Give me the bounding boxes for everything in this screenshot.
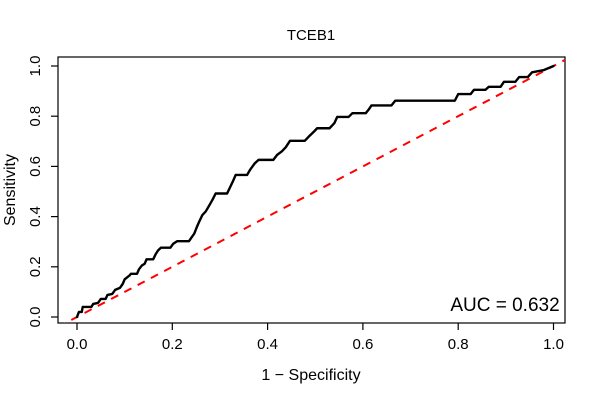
y-tick-label: 0.4 <box>27 206 44 227</box>
x-tick-label: 0.8 <box>448 336 469 353</box>
x-tick-label: 0.6 <box>352 336 373 353</box>
roc-curve-line <box>75 64 555 319</box>
y-tick-label: 0.0 <box>27 307 44 328</box>
auc-annotation: AUC = 0.632 <box>450 295 559 316</box>
y-axis: 0.0 0.2 0.4 0.6 0.8 1.0 <box>27 56 58 328</box>
y-tick-label: 0.6 <box>27 156 44 177</box>
x-axis-label: 1 − Specificity <box>261 367 360 384</box>
y-tick-label: 0.2 <box>27 256 44 277</box>
x-tick-label: 0.4 <box>257 336 278 353</box>
x-tick-label: 0.2 <box>162 336 183 353</box>
plot-border <box>57 56 566 324</box>
x-axis: 0.0 0.2 0.4 0.6 0.8 1.0 <box>67 323 564 353</box>
x-tick-label: 0.0 <box>67 336 88 353</box>
x-tick-label: 1.0 <box>543 336 564 353</box>
y-axis-label: Sensitivity <box>2 154 19 226</box>
y-tick-label: 0.8 <box>27 106 44 127</box>
plot-title: TCEB1 <box>287 27 335 44</box>
y-tick-label: 1.0 <box>27 56 44 77</box>
reference-diagonal-line <box>63 59 565 323</box>
